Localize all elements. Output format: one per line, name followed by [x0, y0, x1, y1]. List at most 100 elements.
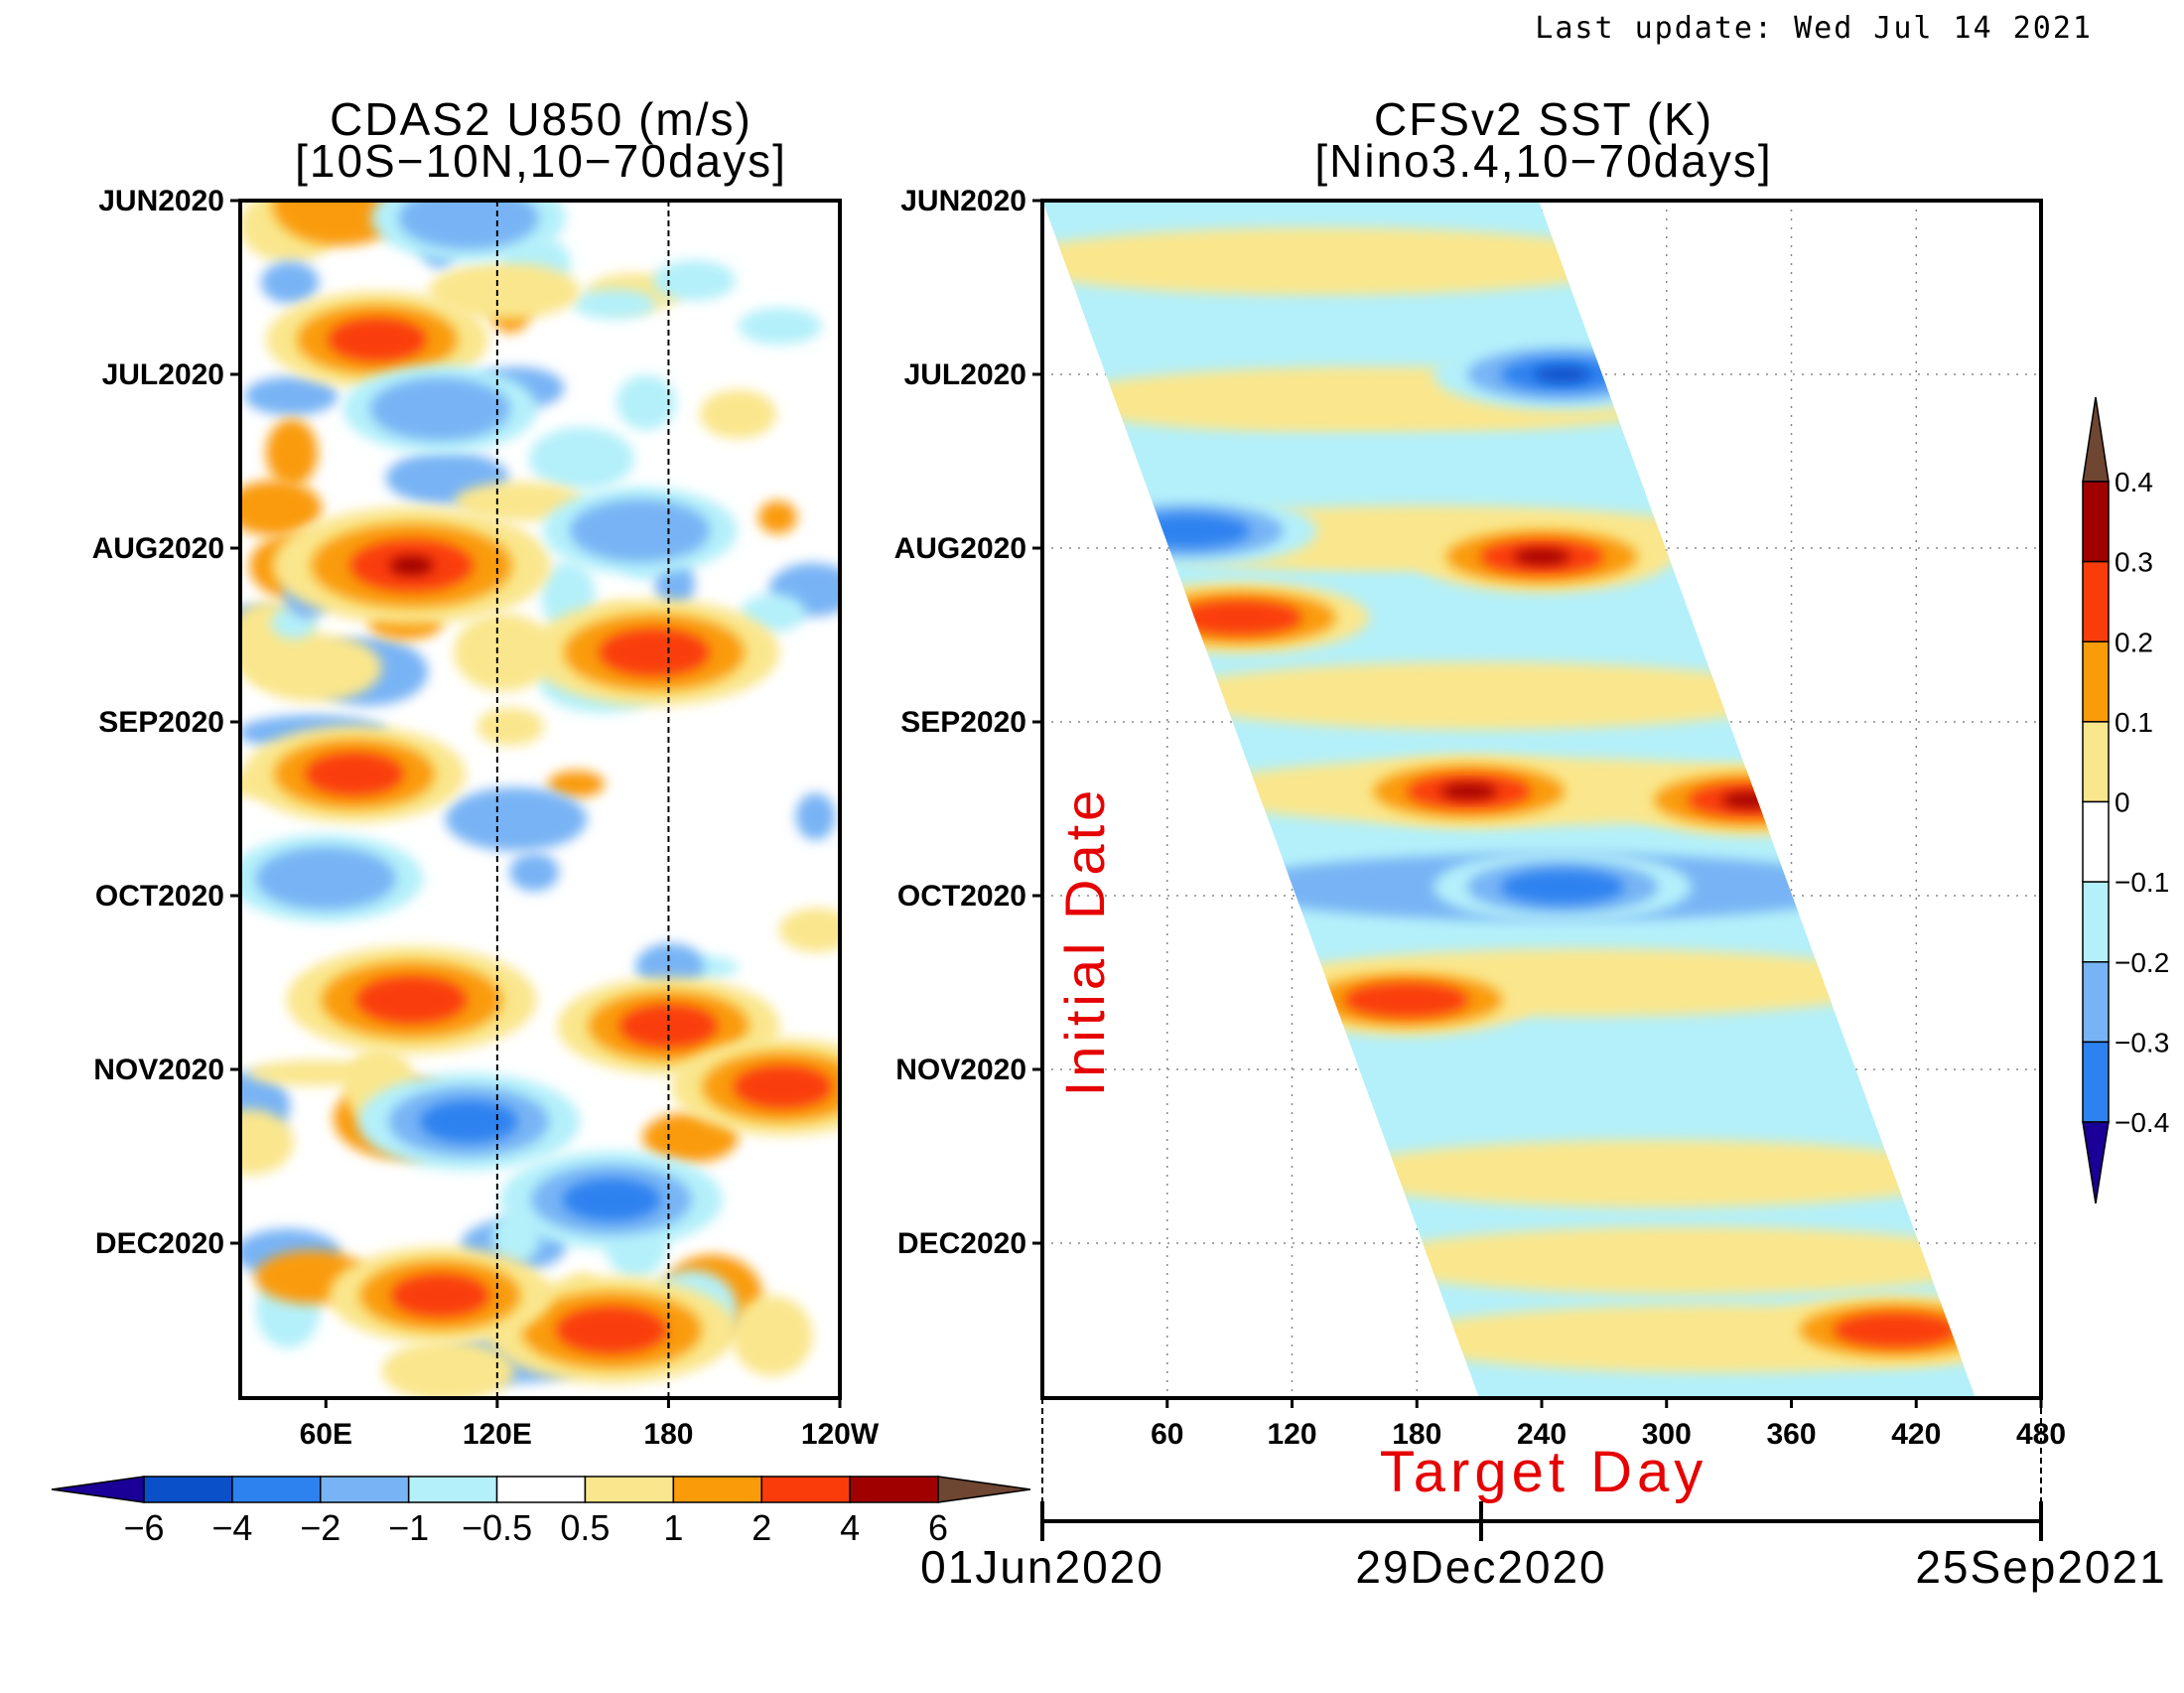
- left-anomaly-feature: [398, 201, 539, 250]
- left-chart: CDAS2 U850 (m/s) [10S−10N,10−70days] JUN…: [92, 93, 880, 1451]
- left-y-tick-label: AUG2020: [92, 532, 224, 565]
- right-x-tick-label: 180: [1392, 1418, 1441, 1451]
- right-colorbar-min-arrow: [2082, 1121, 2110, 1204]
- left-x-tick-label: 180: [643, 1418, 693, 1451]
- right-colorbar-label: 0: [2115, 787, 2130, 818]
- right-x-tick-label: 120: [1267, 1418, 1316, 1451]
- left-field-cell: [757, 500, 797, 534]
- left-x-tick-label: 60E: [300, 1418, 352, 1451]
- initial-date-label: Initial Date: [1053, 786, 1116, 1097]
- right-x-tick-label: 420: [1891, 1418, 1941, 1451]
- left-anomaly-feature: [356, 976, 468, 1024]
- left-colorbar-label: 4: [840, 1507, 860, 1548]
- right-y-tick-label: NOV2020: [895, 1054, 1026, 1086]
- left-plot-frame: [238, 199, 842, 1400]
- left-field-cell: [795, 792, 836, 841]
- left-anomaly-feature: [391, 1273, 489, 1318]
- left-x-tick-label: 120E: [463, 1418, 532, 1451]
- date-axis: 01Jun2020 29Dec2020 25Sep2021: [920, 1398, 2166, 1593]
- left-field-cell: [635, 943, 705, 989]
- left-y-tick-label: DEC2020: [95, 1227, 224, 1260]
- left-field-cell: [247, 1059, 385, 1086]
- left-colorbar-swatch: [760, 1476, 851, 1503]
- right-heatmap-field: [1042, 201, 1976, 1398]
- left-field-cell: [381, 1340, 515, 1398]
- left-x-tick-label: 120W: [801, 1418, 880, 1451]
- right-colorbar-swatch: [2082, 800, 2110, 883]
- right-colorbar-label: −0.3: [2115, 1027, 2169, 1058]
- date-axis-label: 25Sep2021: [1915, 1541, 2166, 1593]
- left-anomaly-feature: [599, 629, 710, 676]
- right-x-tick-label: 240: [1517, 1418, 1567, 1451]
- right-y-tick-label: JUN2020: [900, 185, 1026, 217]
- left-field-cell: [445, 786, 588, 852]
- right-chart-title: CFSv2 SST (K): [1374, 93, 1713, 145]
- right-anomaly-feature: [1513, 548, 1570, 565]
- left-colorbar-label: 2: [751, 1507, 771, 1548]
- right-anomaly-feature: [1344, 982, 1469, 1018]
- left-reference-lines: [495, 201, 670, 1398]
- left-colorbar-swatch: [320, 1476, 410, 1503]
- right-colorbar-label: 0.1: [2115, 707, 2153, 738]
- left-colorbar-swatch: [143, 1476, 233, 1503]
- left-field-cell: [477, 707, 545, 746]
- right-anomaly-feature: [1534, 366, 1591, 382]
- left-colorbar-swatch: [849, 1476, 939, 1503]
- left-field-cell: [738, 307, 823, 346]
- left-field-cell: [778, 908, 840, 952]
- left-anomaly-feature: [734, 1064, 832, 1109]
- left-x-axis: 60E 120E 180 120W: [300, 1398, 880, 1451]
- right-colorbar-swatch: [2082, 1041, 2110, 1123]
- left-field-cell: [240, 480, 323, 536]
- left-anomaly-feature: [369, 377, 510, 441]
- right-y-tick-label: AUG2020: [894, 532, 1026, 565]
- left-y-tick-label: OCT2020: [95, 880, 224, 913]
- left-field-cell: [572, 288, 657, 320]
- right-anomaly-feature: [1177, 600, 1302, 635]
- right-y-axis: JUN2020 JUL2020 AUG2020 SEP2020 OCT2020 NOV20…: [894, 185, 1042, 1260]
- right-colorbar-label: −0.4: [2115, 1107, 2169, 1138]
- right-anomaly-feature: [1440, 783, 1498, 799]
- right-chart-subtitle: [Nino3.4,10−70days]: [1314, 135, 1772, 187]
- left-anomaly-feature: [562, 1178, 661, 1221]
- right-field-stripe: [1042, 227, 1641, 296]
- right-colorbar-swatch: [2082, 560, 2110, 642]
- right-field-stripe: [1337, 1140, 1974, 1207]
- right-x-tick-label: 60: [1151, 1418, 1183, 1451]
- left-colorbar-label: −1: [388, 1507, 429, 1548]
- right-anomaly-feature: [1833, 1313, 1958, 1347]
- left-anomaly-feature: [255, 846, 396, 911]
- left-colorbar-label: 6: [928, 1507, 948, 1548]
- left-colorbar-label: 0.5: [560, 1507, 610, 1548]
- left-field-cell: [509, 852, 560, 892]
- right-colorbar-label: −0.2: [2115, 947, 2169, 978]
- right-field-stripe: [1305, 1053, 1942, 1121]
- right-colorbar-label: 0.2: [2115, 627, 2153, 657]
- left-colorbar-min-arrow: [51, 1476, 145, 1503]
- left-field-cell: [652, 259, 737, 301]
- date-axis-label: 29Dec2020: [1355, 1541, 1606, 1593]
- left-y-tick-label: NOV2020: [93, 1054, 224, 1086]
- left-field-cell: [247, 634, 382, 702]
- left-anomaly-feature: [419, 1099, 518, 1144]
- target-day-label: Target Day: [1380, 1440, 1707, 1504]
- left-colorbar-max-arrow: [937, 1476, 1031, 1503]
- right-x-tick-label: 360: [1766, 1418, 1816, 1451]
- left-field-cell: [547, 771, 606, 798]
- right-colorbar-swatch: [2082, 481, 2110, 563]
- right-field-stripe: [1162, 661, 1799, 730]
- right-field-stripe: [1368, 1226, 1976, 1295]
- right-colorbar-label: −0.1: [2115, 867, 2169, 898]
- right-y-tick-label: SEP2020: [900, 706, 1026, 739]
- left-colorbar-swatch: [407, 1476, 498, 1503]
- right-anomaly-feature: [1500, 869, 1625, 905]
- left-field-cell: [454, 482, 584, 521]
- left-field-cell: [244, 376, 339, 416]
- left-colorbar-swatch: [231, 1476, 322, 1503]
- right-colorbar-label: 0.4: [2115, 467, 2153, 497]
- right-x-tick-label: 300: [1642, 1418, 1692, 1451]
- left-field-cell: [240, 1109, 294, 1176]
- left-colorbar-swatch: [495, 1476, 587, 1503]
- right-chart: CFSv2 SST (K) [Nino3.4,10−70days] JUN202…: [894, 93, 2166, 1593]
